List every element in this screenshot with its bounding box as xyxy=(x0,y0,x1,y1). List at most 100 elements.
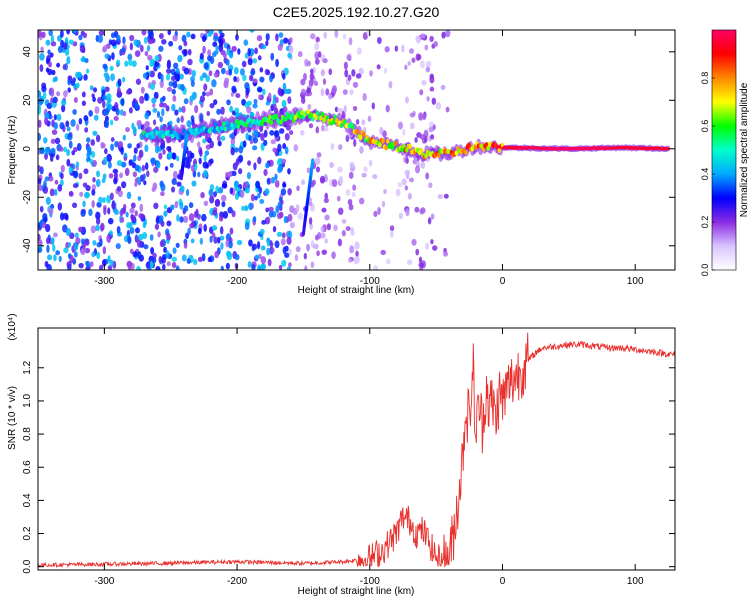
spectrogram-noise-cell xyxy=(368,159,373,167)
spectrogram-noise-cell xyxy=(330,143,335,150)
spectrogram-noise-cell xyxy=(418,112,424,121)
spectrogram-noise-cell xyxy=(60,172,64,180)
spectrogram-noise-cell xyxy=(398,212,403,220)
spectrogram-noise-cell xyxy=(282,73,286,80)
spectrogram-noise-cell xyxy=(53,254,57,262)
spectrogram-noise-cell xyxy=(270,247,275,253)
spectrogram-noise-cell xyxy=(85,137,91,143)
spectrogram-noise-cell xyxy=(282,106,288,113)
spectrogram-noise-cell xyxy=(369,70,374,77)
colorbar-ticks: 0.0 0.2 0.4 0.6 0.8 xyxy=(700,72,715,276)
spectrogram-noise-cell xyxy=(209,102,215,109)
spectrogram-noise-cell xyxy=(414,137,418,143)
spectrogram-noise-cell xyxy=(323,125,329,132)
spectrogram-noise-cell xyxy=(151,256,157,264)
spectrogram-noise-cell xyxy=(230,147,235,156)
spectrogram-noise-cell xyxy=(236,239,243,246)
spectrogram-noise-cell xyxy=(409,177,414,183)
spectrogram-noise-cell xyxy=(165,68,172,74)
spectrogram-noise-cell xyxy=(39,205,44,213)
spectrogram-noise-cell xyxy=(160,220,165,227)
spectrogram-noise-cell xyxy=(159,79,164,89)
spectrogram-noise-cell xyxy=(445,106,450,113)
snr-x-label: Height of straight line (km) xyxy=(298,586,415,597)
spectrogram-noise-cell xyxy=(220,135,226,141)
spectrogram-noise-cell xyxy=(248,74,254,82)
spectrogram-x-tick-label: -300 xyxy=(94,276,114,287)
spectrogram-noise-cell xyxy=(297,212,304,220)
spectrogram-noise-cell xyxy=(281,158,287,164)
spectrogram-noise-cell xyxy=(82,200,86,208)
spectrogram-noise-cell xyxy=(43,180,47,188)
spectrogram-noise-cell xyxy=(171,103,176,112)
spectrogram-noise-cell xyxy=(261,263,265,270)
spectrogram-noise-cell xyxy=(261,219,266,225)
spectrogram-ridge-cell xyxy=(320,111,325,118)
spectrogram-noise-cell xyxy=(186,120,192,128)
spectrogram-noise-cell xyxy=(83,73,88,81)
spectrogram-noise-cell xyxy=(379,126,384,135)
spectrogram-ridge-cell xyxy=(268,114,272,120)
spectrogram-noise-cell xyxy=(109,192,114,201)
spectrogram-noise-cell xyxy=(75,161,80,168)
spectrogram-noise-cell xyxy=(239,68,245,76)
spectrogram-noise-cell xyxy=(143,180,147,186)
spectrogram-noise-cell xyxy=(249,30,255,33)
spectrogram-noise-cell xyxy=(73,251,78,258)
spectrogram-noise-cell xyxy=(228,68,233,76)
spectrogram-noise-cell xyxy=(257,156,262,165)
spectrogram-ridge-cell xyxy=(284,116,288,122)
spectrogram-noise-cell xyxy=(267,258,272,267)
spectrogram-noise-cell xyxy=(246,106,252,114)
spectrogram-noise-cell xyxy=(188,202,194,209)
spectrogram-noise-cell xyxy=(121,181,127,189)
spectrogram-noise-cell xyxy=(216,108,222,115)
spectrogram-noise-cell xyxy=(48,61,52,68)
spectrogram-noise-cell xyxy=(103,156,108,165)
spectrogram-ridge-cell xyxy=(362,131,366,137)
spectrogram-noise-cell xyxy=(219,235,225,241)
spectrogram-noise-cell xyxy=(171,186,176,193)
spectrogram-noise-cell xyxy=(191,180,197,187)
spectrogram-noise-cell xyxy=(213,191,217,198)
spectrogram-noise-cell xyxy=(349,161,355,169)
spectrogram-noise-cell xyxy=(337,166,343,173)
spectrogram-noise-cell xyxy=(179,216,184,223)
spectrogram-noise-cell xyxy=(172,247,177,254)
spectrogram-noise-cell xyxy=(179,73,184,80)
spectrogram-noise-cell xyxy=(334,30,339,38)
spectrogram-noise-cell xyxy=(293,144,299,152)
spectrogram-noise-cell xyxy=(55,250,61,256)
spectrogram-noise-cell xyxy=(146,45,151,52)
spectrogram-noise-cell xyxy=(46,244,50,253)
spectrogram-noise-cell xyxy=(132,171,137,178)
spectrogram-noise-cell xyxy=(348,257,352,263)
spectrogram-noise-cell xyxy=(216,199,220,207)
spectrogram-noise-cell xyxy=(59,122,65,130)
spectrogram-noise-cell xyxy=(260,44,267,50)
spectrogram-ridge-cell xyxy=(300,109,304,116)
spectrogram-noise-cell xyxy=(60,164,65,173)
spectrogram-noise-cell xyxy=(406,259,413,266)
spectrogram-noise-cell xyxy=(211,79,217,88)
spectrogram-noise-cell xyxy=(269,74,273,83)
spectrogram-noise-cell xyxy=(98,264,104,270)
spectrogram-noise-cell xyxy=(358,197,365,205)
spectrogram-noise-cell xyxy=(235,93,241,99)
spectrogram-ridge-cell xyxy=(234,118,239,125)
spectrogram-noise-cell xyxy=(139,95,145,104)
spectrogram-noise-cell xyxy=(125,126,131,133)
spectrogram-noise-cell xyxy=(275,205,280,214)
spectrogram-noise-cell xyxy=(165,250,170,259)
spectrogram-noise-cell xyxy=(315,36,320,43)
spectrogram-noise-cell xyxy=(162,149,166,155)
spectrogram-noise-cell xyxy=(153,202,159,210)
spectrogram-noise-cell xyxy=(265,100,271,106)
spectrogram-noise-cell xyxy=(145,65,149,71)
spectrogram-noise-cell xyxy=(419,89,424,96)
spectrogram-noise-cell xyxy=(209,88,214,96)
spectrogram-noise-cell xyxy=(308,123,314,129)
spectrogram-noise-cell xyxy=(172,34,178,42)
spectrogram-ridge-cell xyxy=(378,142,382,148)
spectrogram-noise-cell xyxy=(224,77,230,84)
